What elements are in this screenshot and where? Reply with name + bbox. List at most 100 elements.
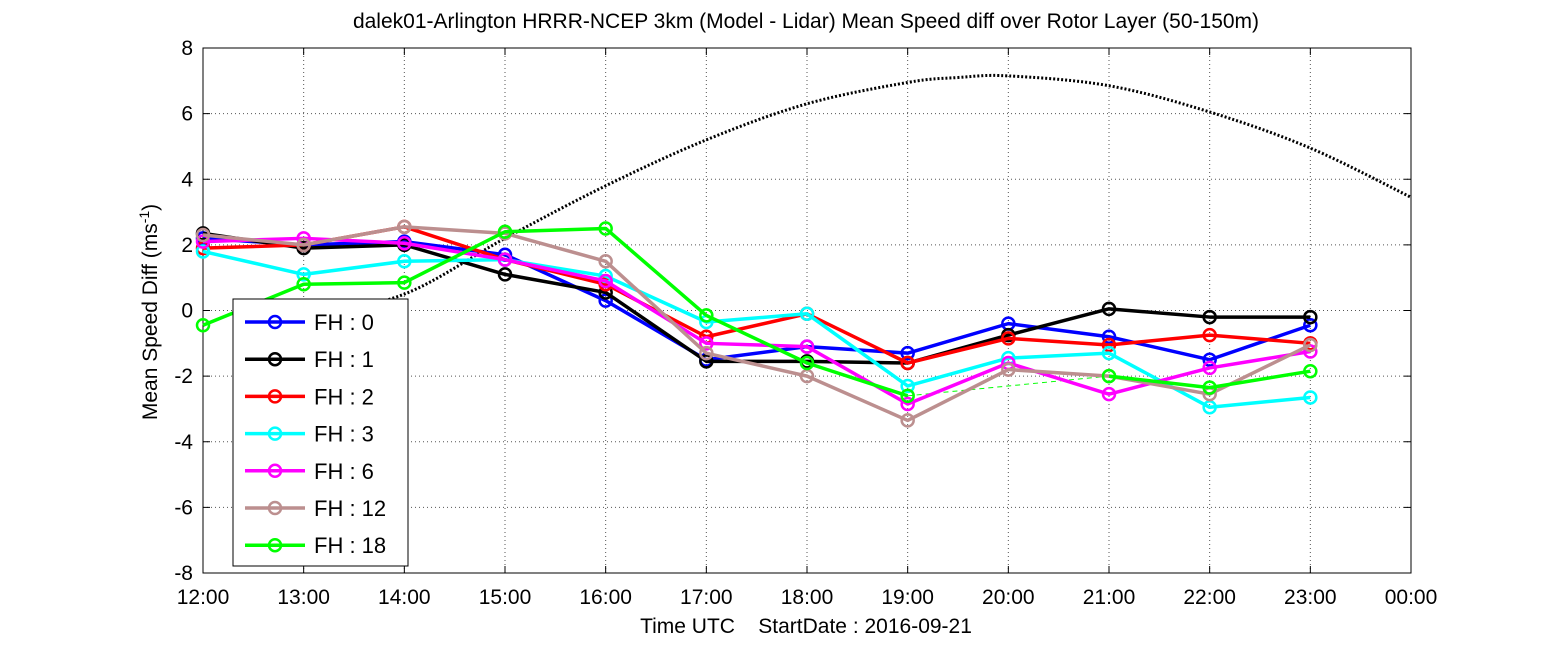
plot-lines <box>195 73 1412 428</box>
y-tick-label: -4 <box>174 431 193 454</box>
x-tick-label: 23:00 <box>1284 586 1337 609</box>
data-point-fh-0 <box>1101 329 1117 344</box>
legend-label-fh-6: FH : 6 <box>314 459 374 484</box>
data-point-fh-2 <box>1001 331 1016 346</box>
data-point-fh-12 <box>1001 362 1016 377</box>
legend-entry-fh-6: FH : 6 <box>245 459 374 484</box>
x-tick-label: 12:00 <box>177 586 230 609</box>
data-point-fh-18 <box>195 318 211 333</box>
data-point-fh-18 <box>699 308 714 323</box>
x-axis-label: Time UTC StartDate : 2016-09-21 <box>640 615 972 638</box>
plot-frame <box>202 47 1412 574</box>
data-point-fh-2 <box>900 355 915 371</box>
data-point-fh-6 <box>497 252 513 267</box>
data-point-fh-2 <box>1101 337 1117 353</box>
series-fh-6 <box>195 231 1318 412</box>
y-tick-label: 6 <box>181 103 193 126</box>
y-tick-label: 0 <box>181 300 193 323</box>
data-point-fh-2 <box>1202 327 1217 343</box>
data-point-fh-1 <box>1202 309 1217 325</box>
data-point-fh-1 <box>497 267 513 282</box>
data-point-fh-6 <box>699 336 714 351</box>
legend-label-fh-1: FH : 1 <box>314 347 374 372</box>
data-point-fh-1 <box>699 354 714 369</box>
series-line-fh-18 <box>202 226 909 398</box>
data-point-fh-3 <box>1101 345 1117 361</box>
data-point-fh-0 <box>1303 318 1318 333</box>
legend-marker-fh-18 <box>267 537 283 553</box>
y-axis-label: Mean Speed Diff (ms-1) <box>136 204 162 420</box>
data-point-fh-18 <box>900 388 915 404</box>
data-point-fh-6 <box>598 273 613 289</box>
x-tick-label: 17:00 <box>680 586 733 609</box>
legend: FH : 0 FH : 1 FH : 2 FH : 3 FH : 6 FH : 12 FH … <box>232 298 409 567</box>
data-point-fh-12 <box>397 219 412 235</box>
series-line-fh-6 <box>202 236 1311 406</box>
y-tick-label: 2 <box>181 234 193 257</box>
y-axis-label-end: ) <box>139 204 162 211</box>
data-point-fh-18 <box>397 275 412 290</box>
y-tick-label: -8 <box>174 562 193 585</box>
series-line-fh-18 <box>1108 369 1311 390</box>
data-point-fh-12 <box>195 227 211 243</box>
legend-marker-fh-6 <box>267 463 283 479</box>
data-point-fh-3 <box>397 254 412 269</box>
data-point-fh-1 <box>1101 301 1117 317</box>
y-axis-label-sup: -1 <box>136 211 152 224</box>
series-line-fh-18-gap <box>907 375 1110 397</box>
legend-entry-fh-18: FH : 18 <box>245 533 386 558</box>
legend-entry-fh-3: FH : 3 <box>245 422 374 447</box>
data-point-fh-12 <box>699 345 714 361</box>
legend-marker-fh-12 <box>267 500 283 516</box>
legend-marker-fh-0 <box>267 314 283 330</box>
x-tick-label: 19:00 <box>881 586 934 609</box>
legend-entry-fh-12: FH : 12 <box>245 496 386 521</box>
y-tick-label: -6 <box>174 496 193 519</box>
legend-entry-fh-1: FH : 1 <box>245 347 374 372</box>
series-fh-18 <box>195 221 1318 404</box>
legend-label-fh-12: FH : 12 <box>314 496 386 521</box>
data-point-fh-12 <box>900 413 915 428</box>
legend-label-fh-2: FH : 2 <box>314 384 374 409</box>
data-point-fh-18 <box>598 221 613 236</box>
data-point-fh-6 <box>1101 386 1117 402</box>
x-tick-label: 16:00 <box>579 586 632 609</box>
chart-title: dalek01-Arlington HRRR-NCEP 3km (Model -… <box>353 10 1259 33</box>
series-line-fh-1 <box>202 231 1311 365</box>
data-point-fh-12 <box>598 254 613 269</box>
legend-marker-fh-1 <box>267 351 283 367</box>
legend-label-fh-0: FH : 0 <box>314 310 374 335</box>
data-point-fh-3 <box>296 267 311 282</box>
x-tick-label: 15:00 <box>479 586 532 609</box>
x-tick-label: 20:00 <box>982 586 1035 609</box>
y-tick-label: 8 <box>181 37 193 60</box>
data-point-fh-6 <box>397 235 412 251</box>
data-point-fh-1 <box>1303 309 1318 325</box>
data-point-fh-0 <box>598 293 613 308</box>
data-point-fh-18 <box>1303 363 1318 379</box>
legend-marker-fh-2 <box>267 389 283 404</box>
y-tick-label: 4 <box>181 168 193 191</box>
dotted-reference-curve <box>243 73 1412 329</box>
x-tick-label: 22:00 <box>1183 586 1236 609</box>
legend-entry-fh-0: FH : 0 <box>245 310 374 335</box>
x-ticks: 12:00 13:00 14:00 15:00 16:00 17:00 18:00 19:00… <box>177 48 1438 609</box>
data-point-fh-18 <box>1202 380 1217 395</box>
x-tick-label: 13:00 <box>277 586 330 609</box>
legend-entry-fh-2: FH : 2 <box>245 384 374 409</box>
data-point-fh-3 <box>1303 390 1318 405</box>
series-line-fh-3 <box>202 249 1311 410</box>
x-tick-label: 14:00 <box>378 586 431 609</box>
y-tick-label: -2 <box>174 365 193 388</box>
data-point-fh-12 <box>1303 337 1318 353</box>
legend-marker-fh-3 <box>267 426 283 441</box>
data-point-fh-18 <box>497 224 513 239</box>
x-tick-label: 00:00 <box>1385 586 1438 609</box>
data-point-fh-6 <box>799 339 815 354</box>
data-point-fh-18 <box>1101 368 1117 384</box>
x-tick-label: 18:00 <box>781 586 834 609</box>
data-point-fh-18 <box>799 355 815 371</box>
data-point-fh-3 <box>195 244 211 259</box>
x-tick-label: 21:00 <box>1083 586 1136 609</box>
